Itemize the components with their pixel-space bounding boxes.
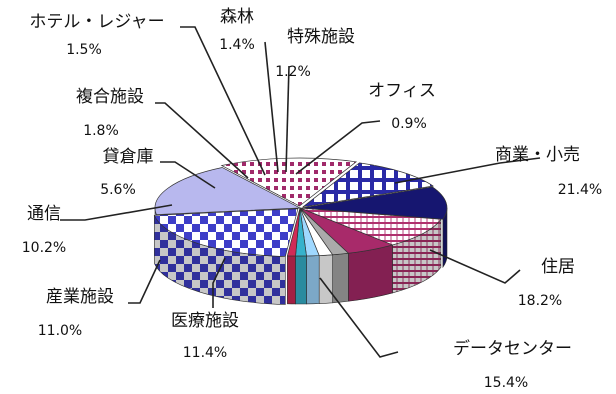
slice-label-10: 特殊施設 — [287, 27, 355, 47]
slice-11 — [286, 207, 301, 257]
slice-label-4: 産業施設 — [46, 287, 114, 307]
slice-label-1: 住居 — [541, 257, 575, 277]
slice-label-0: 商業・小売 — [495, 145, 580, 165]
slice-value-label-3: 11.4% — [183, 345, 227, 361]
slice-value-label-8: 1.5% — [66, 42, 102, 58]
slice-label-6: 貸倉庫 — [103, 147, 154, 167]
leader-line-1 — [429, 249, 521, 284]
slice-0 — [153, 208, 299, 257]
slice-5 — [299, 207, 442, 246]
slice-value-label-0: 21.4% — [558, 182, 602, 198]
leader-line-0 — [394, 157, 541, 184]
leader-line-9 — [264, 41, 279, 173]
pie-walls — [154, 207, 448, 305]
leader-line-2 — [319, 277, 399, 358]
slice-value-label-11: 0.9% — [391, 116, 427, 132]
slice-label-11: オフィス — [368, 81, 436, 101]
slice-label-9: 森林 — [220, 7, 254, 27]
leader-line-11 — [295, 120, 381, 175]
slice-value-label-4: 11.0% — [38, 323, 82, 339]
leader-line-8 — [180, 26, 266, 176]
slice-2 — [220, 157, 358, 207]
slice-value-label-9: 1.4% — [219, 37, 255, 53]
slice-value-label-1: 18.2% — [518, 293, 562, 309]
slice-value-label-10: 1.2% — [275, 64, 311, 80]
leader-line-5 — [60, 204, 173, 221]
slice-label-8: ホテル・レジャー — [29, 12, 164, 32]
slice-value-label-5: 10.2% — [22, 240, 66, 256]
slice-value-label-2: 15.4% — [484, 375, 528, 391]
slice-1 — [154, 167, 302, 216]
slice-3 — [302, 162, 435, 208]
leader-line-10 — [285, 65, 290, 173]
pie-tops — [153, 157, 448, 257]
slice-label-2: データセンター — [453, 338, 572, 359]
slice-label-3: 医療施設 — [171, 311, 239, 331]
slice-4 — [301, 186, 448, 220]
slice-label-7: 複合施設 — [76, 87, 144, 107]
leader-line-4 — [128, 259, 161, 304]
slice-label-5: 通信 — [27, 204, 61, 224]
leader-line-7 — [155, 102, 249, 179]
leader-lines — [60, 26, 541, 358]
slice-value-label-7: 1.8% — [83, 123, 119, 139]
slice-labels: 商業・小売 21.4% 住居 18.2% データセンター 15.4% 医療施設 11.4% 産業… — [22, 7, 602, 391]
leader-line-6 — [160, 161, 216, 189]
leader-line-3 — [212, 257, 226, 308]
slice-value-label-6: 5.6% — [100, 182, 136, 198]
